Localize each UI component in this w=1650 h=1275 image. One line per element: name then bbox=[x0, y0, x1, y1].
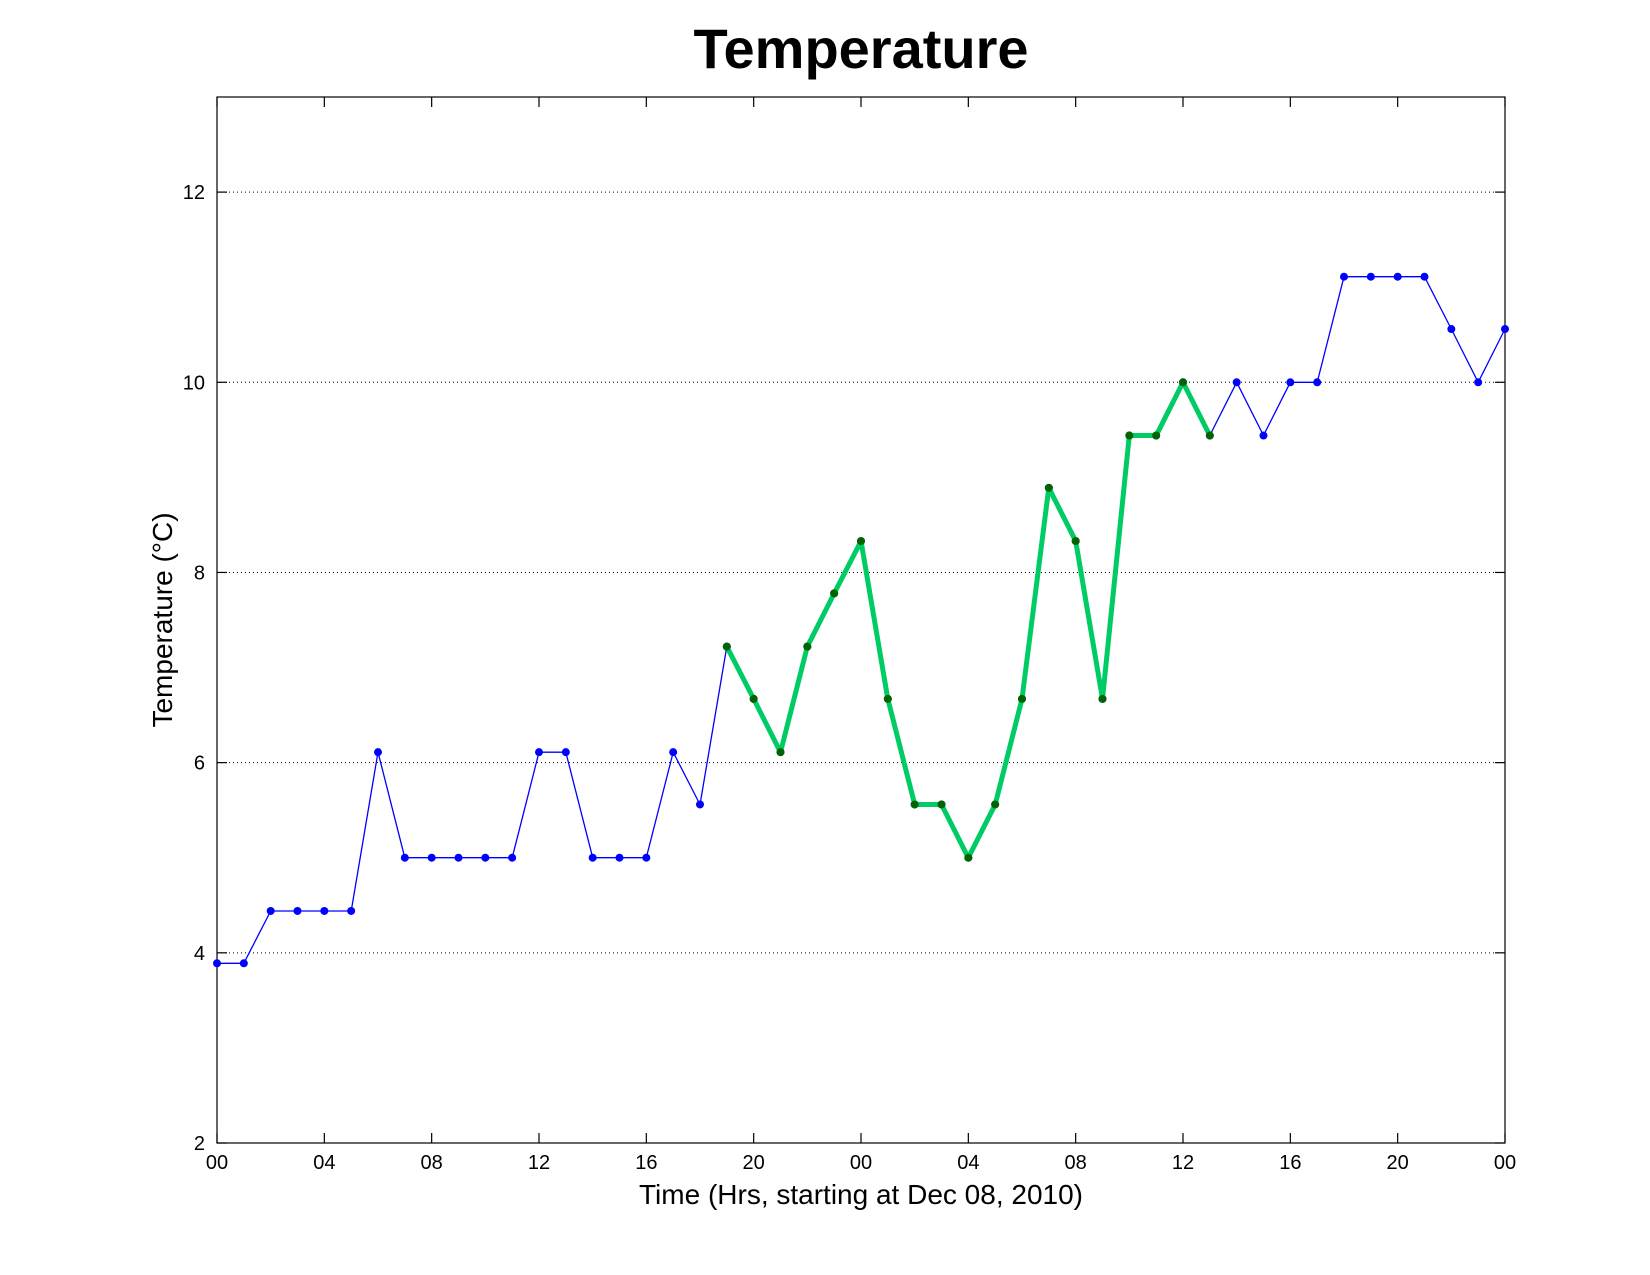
series-1-point bbox=[1313, 378, 1322, 387]
x-tick-label: 12 bbox=[1172, 1152, 1194, 1174]
x-tick-label: 08 bbox=[1065, 1152, 1087, 1174]
series-1-point bbox=[347, 906, 356, 915]
chart-title: Temperature bbox=[693, 17, 1028, 80]
series-1-point bbox=[1420, 272, 1429, 281]
x-tick-label: 00 bbox=[206, 1152, 228, 1174]
x-tick-label: 16 bbox=[635, 1152, 657, 1174]
x-tick-label: 16 bbox=[1279, 1152, 1301, 1174]
grid-lines bbox=[217, 191, 1505, 954]
series-1-point bbox=[374, 748, 382, 757]
y-tick-label: 4 bbox=[194, 943, 205, 965]
y-tick-label: 6 bbox=[194, 753, 205, 775]
series-1-point bbox=[696, 800, 704, 809]
series-2-point bbox=[991, 800, 1000, 809]
series-1-point bbox=[669, 748, 678, 757]
x-tick-label: 00 bbox=[850, 1152, 872, 1174]
series-1-line bbox=[217, 276, 1506, 964]
series-2-point bbox=[1098, 694, 1107, 703]
series-2-point bbox=[776, 748, 785, 757]
x-axis-label: Time (Hrs, starting at Dec 08, 2010) bbox=[639, 1179, 1083, 1210]
series-2-point bbox=[830, 589, 839, 598]
series-1-point bbox=[320, 906, 329, 915]
series-2-point bbox=[910, 800, 919, 809]
y-axis-label: Temperature (°C) bbox=[147, 512, 178, 727]
y-tick-label: 8 bbox=[194, 562, 205, 584]
series-2-point bbox=[1205, 431, 1214, 440]
series-2-point bbox=[1125, 431, 1134, 440]
series-1-point bbox=[1393, 272, 1402, 281]
y-tick-label: 12 bbox=[183, 182, 205, 204]
series-2-point bbox=[1152, 431, 1161, 440]
series-1-point bbox=[1501, 325, 1509, 334]
series-1-point bbox=[213, 959, 221, 968]
x-tick-label: 08 bbox=[421, 1152, 443, 1174]
series-2-point bbox=[1018, 694, 1026, 703]
series-1-point bbox=[1474, 378, 1483, 387]
x-tick-label: 12 bbox=[528, 1152, 550, 1174]
series-1-point bbox=[454, 853, 463, 862]
series-1-point bbox=[535, 748, 543, 757]
series-1-point bbox=[266, 906, 275, 915]
series-1-point bbox=[642, 853, 651, 862]
series-1-point bbox=[1447, 325, 1456, 334]
series-1-point bbox=[400, 853, 409, 862]
series-2-line bbox=[724, 379, 1213, 861]
x-tick-label: 04 bbox=[957, 1152, 979, 1174]
series-2-point bbox=[1044, 483, 1053, 492]
x-tick-label: 04 bbox=[313, 1152, 335, 1174]
series-1-point bbox=[588, 853, 597, 862]
series-1-point bbox=[293, 906, 302, 915]
axis-ticks: 2 4 6 8 10 12 00 04 08 12 16 20 00 04 08 12 16 20 00 bbox=[183, 97, 1516, 1174]
series-1-point bbox=[427, 853, 436, 862]
series-2-point bbox=[857, 537, 865, 546]
series-1-point bbox=[239, 959, 248, 968]
series-layer bbox=[213, 272, 1509, 968]
series-2-point bbox=[722, 642, 731, 651]
series-1-point bbox=[1259, 431, 1268, 440]
series-2-point bbox=[749, 694, 758, 703]
series-1-point bbox=[481, 853, 490, 862]
x-tick-label: 00 bbox=[1494, 1152, 1516, 1174]
series-2-point bbox=[883, 694, 892, 703]
series-1-point bbox=[1366, 272, 1375, 281]
series-1-point bbox=[615, 853, 624, 862]
y-tick-label: 10 bbox=[183, 372, 205, 394]
x-tick-label: 20 bbox=[743, 1152, 765, 1174]
series-1-point bbox=[1232, 378, 1241, 387]
series-1-point bbox=[1340, 272, 1348, 281]
x-tick-label: 20 bbox=[1387, 1152, 1409, 1174]
series-1-point bbox=[561, 748, 570, 757]
series-2-point bbox=[803, 642, 812, 651]
series-2-point bbox=[1179, 378, 1187, 387]
series-1-point bbox=[508, 853, 517, 862]
y-tick-label: 2 bbox=[194, 1133, 205, 1155]
series-2-point bbox=[964, 853, 973, 862]
series-2-point bbox=[1071, 537, 1080, 546]
series-1-point bbox=[1286, 378, 1295, 387]
series-2-point bbox=[937, 800, 946, 809]
plot-area-frame bbox=[216, 96, 1506, 1144]
